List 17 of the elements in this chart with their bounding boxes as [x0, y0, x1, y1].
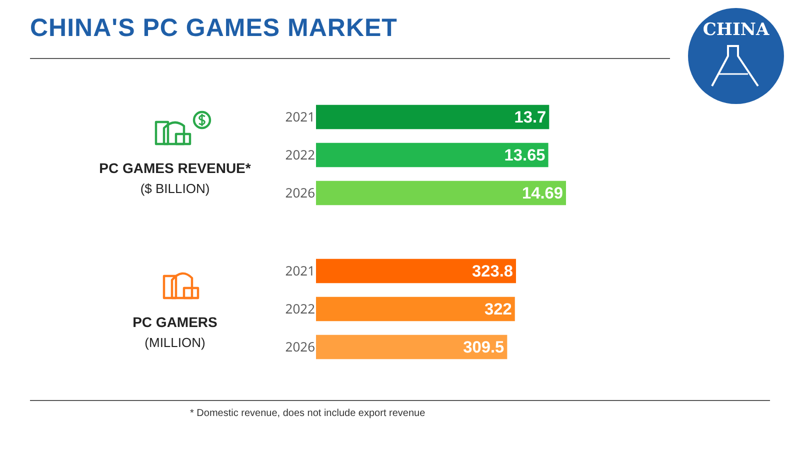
y-tick-label: 2022 [285, 300, 315, 318]
data-label: 13.7 [514, 108, 546, 126]
y-tick-label: 2021 [285, 108, 315, 126]
text: * Domestic revenue, does not include export revenue [190, 408, 426, 419]
y-axis-title: PC GAMES REVENUE* ($ BILLION) [98, 159, 252, 198]
data-label: 322 [484, 300, 512, 318]
y-tick-label: 2026 [285, 184, 315, 202]
data-label: 309.5 [463, 338, 504, 356]
text: CHINA [702, 20, 770, 40]
chart-title: CHINA'S PC GAMES MARKET [30, 14, 398, 43]
data-label: 13.65 [504, 146, 546, 164]
y-tick-label: 2026 [285, 338, 315, 356]
data-label: 323.8 [472, 262, 513, 280]
y-tick-label: 2022 [285, 146, 315, 164]
y-axis-title: PC GAMERS (MILLION) [132, 313, 218, 352]
data-label: 14.69 [522, 184, 563, 202]
y-tick-label: 2021 [285, 262, 315, 280]
